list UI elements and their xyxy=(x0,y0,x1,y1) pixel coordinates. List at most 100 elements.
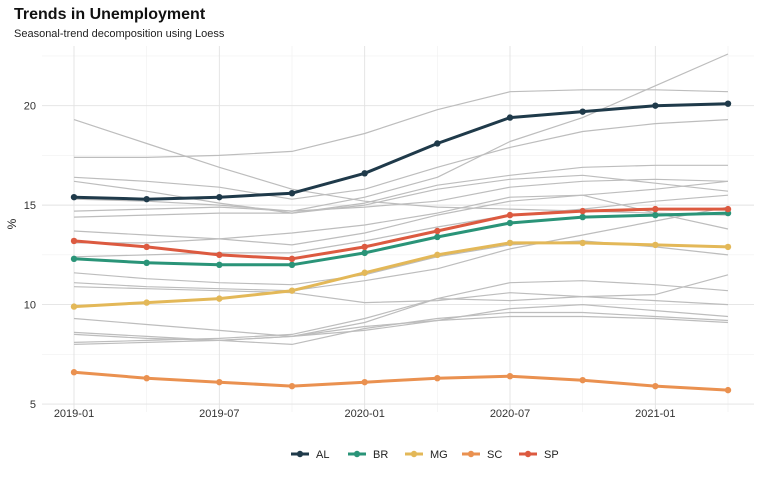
data-point-sp xyxy=(652,205,659,213)
background-series-line xyxy=(74,89,729,158)
data-point-al xyxy=(724,100,732,107)
series-line-sp xyxy=(72,207,730,261)
data-point-br xyxy=(506,219,514,227)
x-tick-label: 2019-07 xyxy=(199,408,239,420)
legend-label: SP xyxy=(544,449,559,461)
background-series-line xyxy=(73,315,729,345)
data-point-mg xyxy=(579,239,586,247)
x-tick-label: 2019-01 xyxy=(54,408,94,420)
data-point-br xyxy=(579,213,586,221)
background-series-line xyxy=(73,53,729,212)
background-series-line xyxy=(73,178,729,212)
data-point-sc xyxy=(70,369,78,376)
y-axis-label: % xyxy=(5,218,19,229)
data-point-mg xyxy=(143,299,150,306)
y-tick-label: 15 xyxy=(24,200,36,212)
data-point-br xyxy=(361,249,368,257)
data-point-al xyxy=(70,193,78,201)
data-point-mg xyxy=(506,239,514,247)
data-point-mg xyxy=(434,251,441,259)
chart-title: Trends in Unemployment xyxy=(14,6,206,23)
data-point-mg xyxy=(216,295,223,302)
data-point-al xyxy=(652,102,659,109)
series-line-mg xyxy=(72,241,730,309)
legend-label: AL xyxy=(316,449,329,461)
data-point-sp xyxy=(506,211,514,219)
background-series-line xyxy=(73,180,729,246)
legend-swatch-point xyxy=(410,450,418,458)
background-series-line xyxy=(74,194,729,244)
data-point-al xyxy=(506,114,514,121)
data-point-sc xyxy=(361,378,368,386)
legend-swatch-point xyxy=(296,450,304,458)
background-series-line xyxy=(73,280,729,337)
background-series-line xyxy=(73,174,729,218)
data-point-sp xyxy=(434,227,441,235)
data-point-mg xyxy=(288,287,296,294)
y-tick-label: 10 xyxy=(24,300,36,312)
data-point-sc xyxy=(579,376,586,384)
background-series-line xyxy=(73,119,729,216)
data-point-sp xyxy=(361,243,368,251)
data-point-mg xyxy=(652,241,659,249)
data-point-al xyxy=(361,170,368,177)
data-point-sc xyxy=(288,382,296,390)
legend-label: MG xyxy=(430,449,448,461)
legend-swatch-point xyxy=(467,450,475,458)
y-tick-label: 5 xyxy=(30,399,36,411)
legend-item-mg: MG xyxy=(405,449,448,461)
data-point-sc xyxy=(652,382,659,390)
legend: AL BR MG SC SP xyxy=(291,449,559,461)
x-tick-label: 2021-01 xyxy=(635,408,675,420)
x-tick-label: 2020-01 xyxy=(344,408,384,420)
series-mg xyxy=(70,239,732,310)
legend-swatch-point xyxy=(524,450,532,458)
data-point-sp xyxy=(288,255,296,263)
data-point-al xyxy=(216,193,223,201)
y-axis-ticks: 5 10 15 20 xyxy=(24,101,36,411)
data-point-br xyxy=(288,261,296,269)
background-series-line xyxy=(73,274,729,343)
chart-subtitle: Seasonal-trend decomposition using Loess xyxy=(14,28,225,40)
legend-item-sp: SP xyxy=(519,449,559,461)
gridlines xyxy=(42,46,754,412)
x-tick-label: 2020-07 xyxy=(490,408,530,420)
background-series-line xyxy=(73,206,729,292)
data-point-br xyxy=(434,233,441,241)
data-point-sp xyxy=(143,243,150,251)
data-point-mg xyxy=(361,269,368,276)
series-line-sc xyxy=(72,370,730,392)
background-series-line xyxy=(73,164,728,214)
data-point-al xyxy=(288,189,296,197)
legend-item-br: BR xyxy=(348,449,388,461)
data-point-sc xyxy=(216,378,223,386)
legend-item-sc: SC xyxy=(462,449,502,461)
data-point-br xyxy=(143,259,150,267)
background-series-line xyxy=(73,286,729,306)
legend-item-al: AL xyxy=(291,449,329,461)
data-point-sp xyxy=(216,251,223,259)
data-point-al xyxy=(434,140,441,147)
series-line-br xyxy=(72,211,730,267)
data-point-sp xyxy=(724,205,732,213)
data-point-br xyxy=(652,211,659,219)
series-sc xyxy=(70,369,732,394)
legend-label: BR xyxy=(373,449,388,461)
series-al xyxy=(70,100,732,203)
data-point-sc xyxy=(724,386,732,394)
background-series-line xyxy=(73,194,729,258)
data-point-sc xyxy=(434,374,441,382)
series-sp xyxy=(70,205,732,263)
series-line-al xyxy=(72,102,730,201)
data-point-al xyxy=(143,195,150,203)
legend-swatch-point xyxy=(353,450,361,458)
data-point-br xyxy=(216,261,223,269)
data-point-sc xyxy=(143,374,150,382)
data-point-br xyxy=(70,255,78,263)
data-point-mg xyxy=(724,243,732,251)
legend-label: SC xyxy=(487,449,502,461)
data-point-al xyxy=(579,108,586,115)
x-axis-ticks: 2019-01 2019-07 2020-01 2020-07 2021-01 xyxy=(54,408,676,420)
highlighted-series xyxy=(70,100,732,394)
